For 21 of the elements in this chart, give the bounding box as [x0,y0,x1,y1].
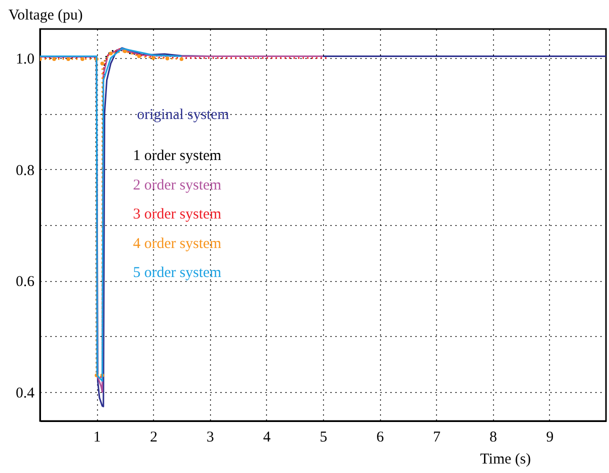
x-axis-title: Time (s) [480,452,531,468]
y-tick-label: 1.0 [16,51,34,68]
x-tick-label: 2 [150,430,158,446]
y-tick-label: 0.8 [16,162,34,179]
text: 5 order system [133,265,222,282]
x-tick-label: 9 [546,430,554,446]
x-tick-label: 3 [206,430,214,446]
text: 1 order system [133,148,222,164]
text: 4 order system [133,236,222,252]
x-tick-label: 6 [376,430,384,446]
x-tick-label: 5 [320,430,328,446]
x-tick-label: 8 [490,430,498,446]
text: 3 order system [133,206,222,223]
x-tick-label: 7 [432,430,441,446]
y-axis-title: Voltage (pu) [8,8,83,24]
text: original system [137,107,230,123]
x-tick-label: 1 [93,430,101,446]
series-label: 2 order system [133,177,222,194]
y-tick-label: 0.6 [16,274,35,290]
x-tick-label: 4 [263,430,272,446]
y-tick-label: 0.4 [16,386,35,402]
